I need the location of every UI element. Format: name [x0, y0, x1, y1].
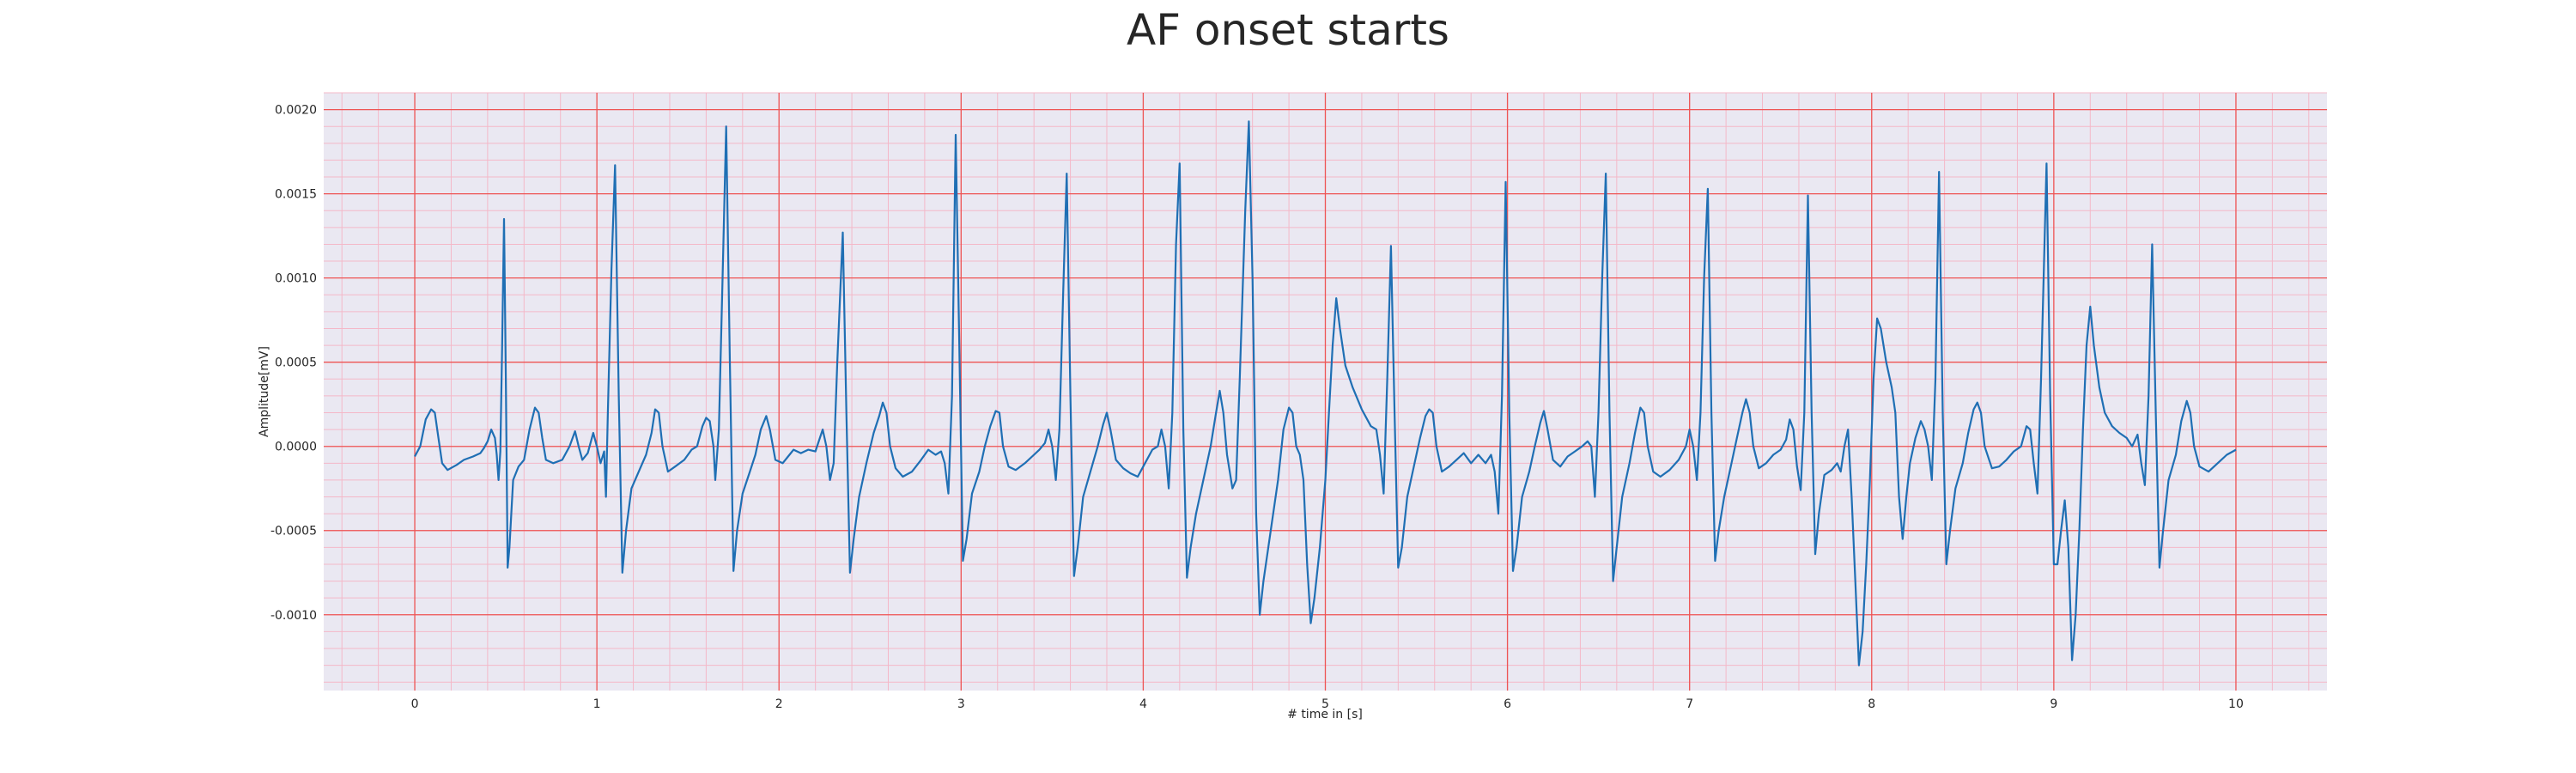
y-tick-label: -0.0005	[270, 525, 317, 539]
x-tick-label: 6	[1504, 697, 1511, 711]
y-tick-label: 0.0005	[275, 356, 317, 370]
y-tick-label: 0.0010	[275, 272, 317, 286]
x-axis-ticks: 0 1 2 3 4 5 6 7 8 9 10	[411, 697, 2244, 711]
x-tick-label: 7	[1686, 697, 1693, 711]
x-tick-label: 2	[775, 697, 783, 711]
x-tick-label: 10	[2228, 697, 2244, 711]
x-tick-label: 4	[1139, 697, 1147, 711]
y-tick-label: 0.0000	[275, 441, 317, 454]
x-axis-label: # time in [s]	[1287, 708, 1363, 721]
y-tick-label: 0.0015	[275, 188, 317, 202]
x-tick-label: 1	[593, 697, 601, 711]
major-grid	[324, 93, 2327, 691]
x-tick-label: 0	[411, 697, 419, 711]
x-tick-label: 8	[1868, 697, 1875, 711]
y-tick-label: 0.0020	[275, 104, 317, 118]
x-tick-label: 5	[1321, 697, 1329, 711]
x-tick-label: 3	[957, 697, 965, 711]
x-tick-label: 9	[2050, 697, 2057, 711]
y-axis-label: Amplitude[mV]	[258, 346, 271, 437]
y-tick-label: -0.0010	[270, 609, 317, 623]
chart-title: AF onset starts	[1127, 5, 1449, 55]
y-axis-ticks: -0.0010 -0.0005 0.0000 0.0005 0.0010 0.0015 0.…	[270, 104, 317, 623]
ecg-series-line	[414, 120, 2237, 666]
